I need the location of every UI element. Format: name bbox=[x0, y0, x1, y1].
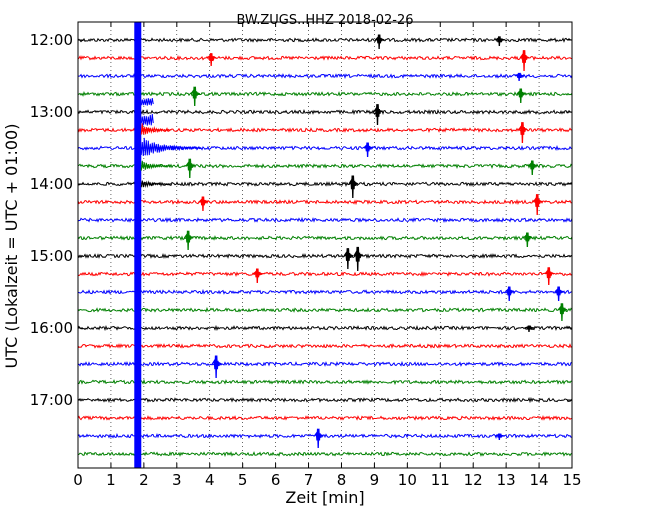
x-tick-label: 8 bbox=[337, 471, 347, 489]
trace-line bbox=[77, 451, 573, 457]
coda-wiggle bbox=[140, 160, 172, 171]
event-spike bbox=[343, 248, 354, 270]
trace-line bbox=[77, 324, 573, 332]
event-spike bbox=[363, 142, 374, 158]
trace-line bbox=[77, 415, 573, 421]
event-spike bbox=[348, 175, 359, 199]
trace-line bbox=[77, 73, 573, 80]
plot-frame bbox=[77, 21, 573, 469]
trace-line bbox=[77, 163, 573, 169]
event-spike bbox=[198, 196, 209, 212]
y-axis-label: UTC (Lokalzeit = UTC + 01:00) bbox=[2, 124, 21, 369]
coda-wiggle bbox=[140, 123, 172, 135]
coda-wiggle bbox=[140, 180, 172, 189]
x-tick-label: 6 bbox=[271, 471, 281, 489]
trace-line bbox=[77, 306, 573, 313]
x-tick-label: 3 bbox=[172, 471, 182, 489]
trace-line bbox=[77, 433, 573, 439]
event-spike bbox=[519, 50, 530, 72]
event-spike bbox=[524, 325, 535, 333]
x-axis-ticks: 0 1 2 3 4 5 6 7 8 9 10 11 12 13 14 15 bbox=[73, 22, 582, 489]
x-tick-label: 11 bbox=[431, 471, 450, 489]
trace-line bbox=[77, 396, 573, 404]
event-spike bbox=[185, 158, 196, 179]
coda-wiggle bbox=[140, 113, 154, 126]
trace-line bbox=[77, 270, 573, 278]
x-tick-label: 9 bbox=[370, 471, 380, 489]
event-spike bbox=[532, 194, 543, 216]
event-spike bbox=[211, 355, 222, 379]
event-spike bbox=[504, 286, 515, 302]
event-spike bbox=[253, 268, 263, 284]
event-spike bbox=[373, 104, 383, 126]
coda-wiggle bbox=[140, 97, 154, 106]
chart-title: BW.ZUGS..HHZ 2018-02-26 bbox=[236, 13, 413, 28]
event-spike bbox=[353, 246, 364, 272]
event-spike bbox=[183, 230, 194, 251]
x-tick-label: 7 bbox=[304, 471, 314, 489]
y-tick-label: 16:00 bbox=[30, 319, 73, 337]
trace-line bbox=[77, 343, 573, 349]
x-tick-label: 14 bbox=[530, 471, 549, 489]
event-group bbox=[183, 34, 568, 449]
trace-line bbox=[77, 288, 573, 295]
y-tick-label: 17:00 bbox=[30, 391, 73, 409]
x-tick-label: 0 bbox=[73, 471, 83, 489]
event-spike bbox=[518, 122, 528, 144]
trace-line bbox=[77, 37, 573, 43]
x-tick-label: 10 bbox=[398, 471, 417, 489]
y-tick-label: 15:00 bbox=[30, 247, 73, 265]
x-tick-label: 15 bbox=[562, 471, 581, 489]
event-spike bbox=[206, 53, 217, 67]
trace-line bbox=[77, 360, 573, 367]
event-spike bbox=[190, 86, 201, 107]
trace-line bbox=[77, 252, 573, 259]
event-spike bbox=[528, 160, 538, 176]
y-axis-ticks: 12:00 13:00 14:00 15:00 16:00 17:00 bbox=[30, 31, 572, 409]
trace-line bbox=[77, 54, 573, 61]
event-spike bbox=[557, 303, 568, 322]
x-tick-label: 2 bbox=[139, 471, 149, 489]
event-spike bbox=[374, 34, 385, 50]
trace-line bbox=[77, 216, 573, 224]
x-tick-label: 13 bbox=[497, 471, 516, 489]
trace-line bbox=[77, 198, 573, 206]
trace-line bbox=[77, 235, 573, 241]
event-spike bbox=[516, 88, 527, 104]
trace-line bbox=[77, 378, 573, 386]
x-axis-label: Zeit [min] bbox=[285, 488, 364, 507]
x-tick-label: 12 bbox=[464, 471, 483, 489]
trace-line bbox=[77, 109, 573, 116]
large-event-band bbox=[134, 22, 142, 468]
y-tick-label: 13:00 bbox=[30, 103, 73, 121]
event-spike bbox=[495, 433, 505, 441]
trace-line bbox=[77, 90, 573, 97]
event-spike bbox=[495, 36, 505, 47]
event-spike bbox=[544, 267, 555, 286]
x-tick-label: 4 bbox=[205, 471, 215, 489]
x-tick-label: 1 bbox=[106, 471, 116, 489]
event-spike bbox=[554, 286, 565, 302]
coda-wiggle bbox=[140, 137, 202, 156]
event-spike bbox=[514, 72, 525, 82]
y-tick-label: 12:00 bbox=[30, 31, 73, 49]
y-tick-label: 14:00 bbox=[30, 175, 73, 193]
event-spike bbox=[313, 428, 324, 449]
event-spike bbox=[523, 232, 533, 248]
x-tick-label: 5 bbox=[238, 471, 248, 489]
large-event-group bbox=[134, 22, 202, 468]
